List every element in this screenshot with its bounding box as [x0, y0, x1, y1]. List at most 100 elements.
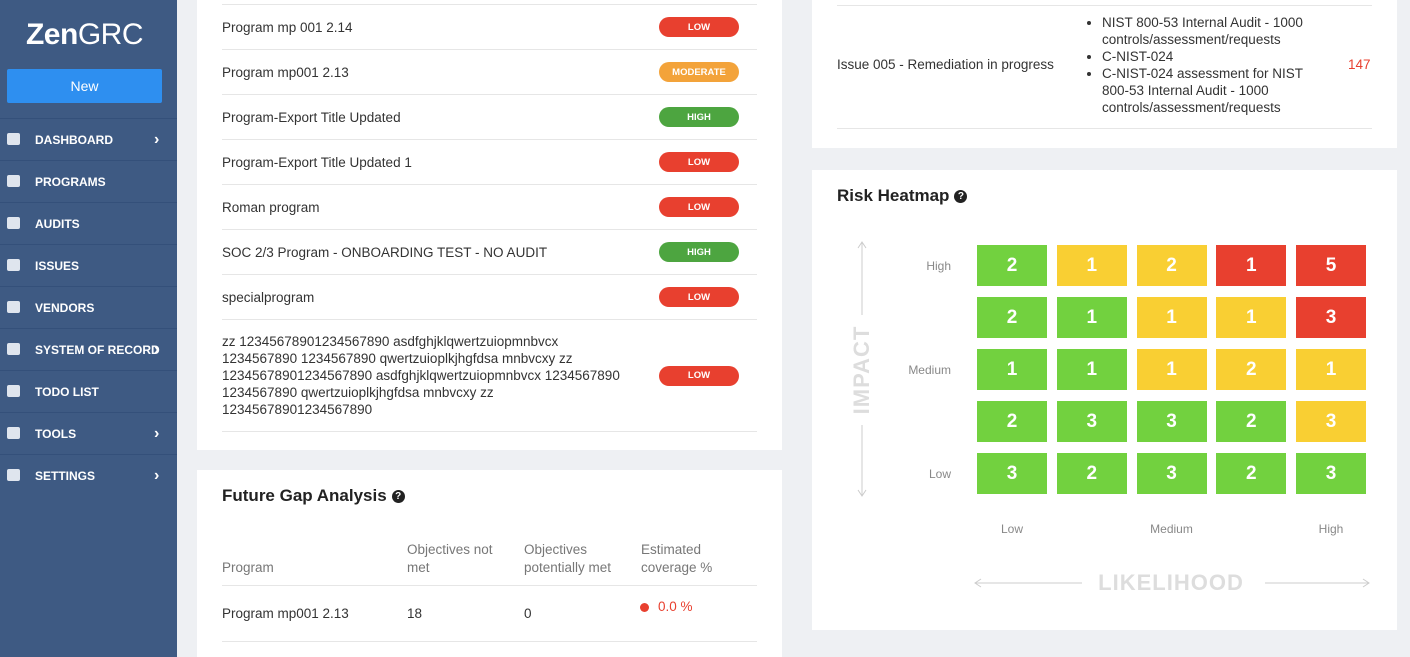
- program-row[interactable]: Program-Export Title Updated HIGH: [222, 94, 757, 139]
- issue-count: 147: [1348, 57, 1371, 72]
- chevron: ›: [154, 340, 160, 358]
- programs-panel: Program mp 001 2.14 LOW Program mp001 2.13…: [197, 0, 782, 450]
- nav-label: VENDORS: [35, 300, 95, 315]
- x-label: Low: [1000, 522, 1024, 536]
- heatmap-cell[interactable]: 3: [1296, 401, 1366, 442]
- help-icon[interactable]: ?: [391, 489, 405, 503]
- risk-badge: HIGH: [659, 242, 739, 262]
- nav-item[interactable]: TODO LIST: [0, 370, 177, 412]
- program-row[interactable]: Program mp 001 2.14 LOW: [222, 4, 757, 49]
- status-dot: [640, 603, 649, 612]
- table-header: Objectives potentially met: [524, 542, 612, 575]
- program-name: SOC 2/3 Program - ONBOARDING TEST - NO A…: [222, 244, 548, 260]
- heatmap-cell[interactable]: 3: [1296, 453, 1366, 494]
- program-row[interactable]: Roman program LOW: [222, 184, 757, 229]
- heatmap-cell[interactable]: 1: [1136, 349, 1207, 390]
- divider: [222, 585, 757, 586]
- heatmap-cell[interactable]: 1: [1216, 245, 1287, 286]
- table-header: Program: [222, 560, 274, 575]
- table-cell: Program mp001 2.13: [222, 606, 349, 621]
- heatmap-cell[interactable]: 1: [977, 349, 1047, 390]
- issue-title[interactable]: Issue 005 - Remediation in progress: [837, 57, 1054, 72]
- help-icon[interactable]: ?: [954, 189, 968, 203]
- chevron: ›: [154, 424, 160, 442]
- program-name: Roman program: [222, 199, 320, 215]
- nav-item[interactable]: ISSUES: [0, 244, 177, 286]
- risk-badge: LOW: [659, 197, 739, 217]
- program-row[interactable]: Program mp001 2.13 MODERATE: [222, 49, 757, 94]
- heatmap-cell[interactable]: 3: [1296, 297, 1366, 338]
- heatmap-cell[interactable]: 3: [977, 453, 1047, 494]
- nav-label: TODO LIST: [35, 384, 99, 399]
- heatmap-cell[interactable]: 1: [1216, 297, 1287, 338]
- cell-text: Program mp001 2.13: [222, 606, 349, 621]
- x-label: Medium: [1150, 522, 1193, 536]
- nav-label: SYSTEM OF RECORD: [35, 342, 160, 357]
- program-row[interactable]: specialprogram LOW: [222, 274, 757, 319]
- divider: [837, 5, 1372, 6]
- x-axis-title: LIKELIHOOD: [1098, 570, 1244, 595]
- logo-bold: Zen: [25, 18, 78, 51]
- issues-panel: Issue 005 - Remediation in progress NIST …: [812, 0, 1397, 148]
- issue-item: NIST 800-53 Internal Audit - 1000 contro…: [1102, 14, 1327, 48]
- gap-title-wrap: Future Gap Analysis?: [222, 486, 405, 506]
- nav-item[interactable]: DASHBOARD ›: [0, 118, 177, 160]
- cell-text: 0.0 %: [658, 599, 693, 614]
- program-name: Program mp001 2.13: [222, 64, 349, 80]
- heatmap-cell[interactable]: 2: [1216, 401, 1287, 442]
- heatmap-cell[interactable]: 2: [1216, 349, 1287, 390]
- y-label: Medium: [908, 363, 951, 377]
- heatmap-cell[interactable]: 3: [1136, 453, 1207, 494]
- program-row[interactable]: Program-Export Title Updated 1 LOW: [222, 139, 757, 184]
- risk-badge: LOW: [659, 287, 739, 307]
- cell-text: 0: [524, 606, 532, 621]
- risk-badge: LOW: [659, 152, 739, 172]
- heatmap-cell[interactable]: 5: [1296, 245, 1366, 286]
- nav-item[interactable]: VENDORS: [0, 286, 177, 328]
- nav-item[interactable]: SYSTEM OF RECORD ›: [0, 328, 177, 370]
- nav-label: TOOLS: [35, 426, 77, 441]
- heatmap-cell[interactable]: 3: [1136, 401, 1207, 442]
- heatmap-cell[interactable]: 1: [1056, 245, 1127, 286]
- risk-badge: LOW: [659, 17, 739, 37]
- heatmap-cell[interactable]: 1: [1296, 349, 1366, 390]
- new-button[interactable]: New: [7, 69, 162, 103]
- nav-icon: [7, 469, 20, 481]
- table-header: Estimated coverage %: [641, 542, 713, 575]
- program-name: Program mp 001 2.14: [222, 19, 353, 35]
- heatmap-cell[interactable]: 3: [1056, 401, 1127, 442]
- heatmap-cell[interactable]: 1: [1056, 349, 1127, 390]
- table-cell: 0.0 %: [640, 599, 693, 614]
- program-name: zz 12345678901234567890 asdfghjklqwertzu…: [222, 334, 620, 417]
- program-row[interactable]: SOC 2/3 Program - ONBOARDING TEST - NO A…: [222, 229, 757, 274]
- nav-icon: [7, 385, 20, 397]
- risk-badge: MODERATE: [659, 62, 739, 82]
- nav-item[interactable]: TOOLS ›: [0, 412, 177, 454]
- table-header: Objectives not met: [407, 542, 493, 575]
- nav-icon: [7, 301, 20, 313]
- heatmap-cell[interactable]: 2: [977, 245, 1047, 286]
- y-axis-title: IMPACT: [849, 325, 874, 415]
- heatmap-cell[interactable]: 2: [977, 401, 1047, 442]
- nav-item[interactable]: SETTINGS ›: [0, 454, 177, 496]
- divider: [222, 641, 757, 642]
- heatmap-cell[interactable]: 1: [1136, 297, 1207, 338]
- x-label: High: [1318, 522, 1344, 536]
- risk-badge: LOW: [659, 365, 739, 386]
- program-name: specialprogram: [222, 289, 315, 305]
- heatmap-cell[interactable]: 1: [1056, 297, 1127, 338]
- nav-icon: [7, 217, 20, 229]
- heatmap-arrows: [857, 241, 1370, 588]
- heatmap-cell[interactable]: 2: [977, 297, 1047, 338]
- nav-label: PROGRAMS: [35, 174, 106, 189]
- heatmap-cell[interactable]: 2: [1136, 245, 1207, 286]
- gap-analysis-panel: Future Gap Analysis? Program Objectives n…: [197, 470, 782, 657]
- nav-item[interactable]: AUDITS: [0, 202, 177, 244]
- issue-item: C-NIST-024: [1102, 48, 1327, 65]
- program-row[interactable]: zz 12345678901234567890 asdfghjklqwertzu…: [222, 319, 757, 431]
- heatmap-cell[interactable]: 2: [1216, 453, 1287, 494]
- heatmap-cell[interactable]: 2: [1056, 453, 1127, 494]
- nav-item[interactable]: PROGRAMS: [0, 160, 177, 202]
- nav-icon: [7, 427, 20, 439]
